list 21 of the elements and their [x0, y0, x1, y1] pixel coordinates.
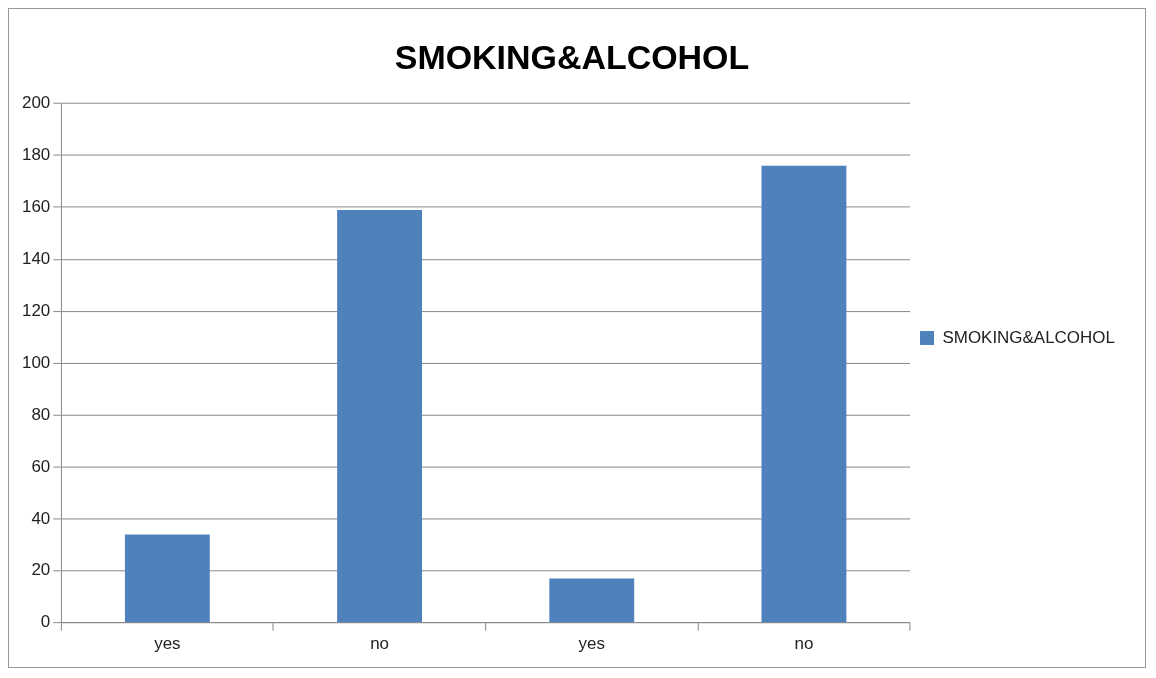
y-tick-label: 180 — [22, 145, 51, 165]
x-tick-label: no — [794, 633, 814, 653]
bar — [761, 165, 847, 623]
y-tick-label: 0 — [40, 612, 51, 632]
bar — [549, 578, 635, 623]
bar — [124, 534, 210, 623]
y-tick-label: 200 — [22, 93, 51, 113]
legend-label: SMOKING&ALCOHOL — [942, 327, 1115, 347]
bar — [337, 209, 422, 623]
y-tick-label: 20 — [31, 560, 51, 580]
x-tick-label: yes — [154, 633, 181, 653]
y-tick-label: 100 — [22, 352, 51, 372]
y-tick-label: 160 — [22, 197, 51, 217]
y-tick-label: 60 — [31, 456, 51, 476]
x-tick-label: no — [370, 633, 389, 653]
y-tick-label: 40 — [31, 508, 51, 528]
x-tick-label: yes — [578, 633, 605, 653]
y-tick-label: 80 — [31, 404, 51, 424]
y-tick-label: 140 — [22, 248, 51, 268]
y-tick-label: 120 — [22, 300, 51, 320]
chart-title: SMOKING&ALCOHOL — [394, 37, 750, 76]
